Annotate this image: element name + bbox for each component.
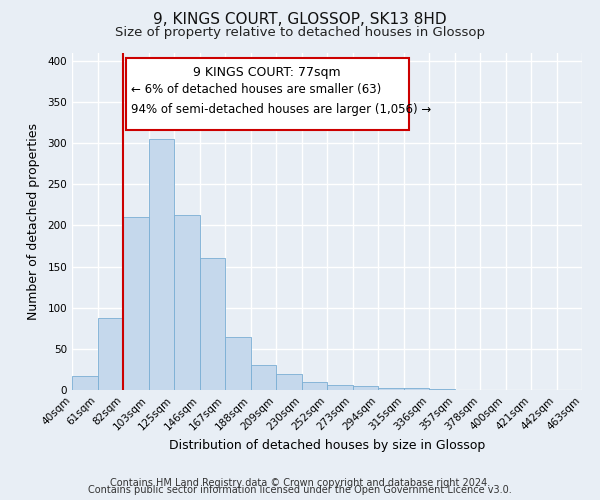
Bar xyxy=(429,389,455,390)
Bar xyxy=(97,318,123,390)
Bar xyxy=(378,388,404,390)
Text: Contains public sector information licensed under the Open Government Licence v3: Contains public sector information licen… xyxy=(88,485,512,495)
Text: 9 KINGS COURT: 77sqm: 9 KINGS COURT: 77sqm xyxy=(193,66,341,79)
Text: 9, KINGS COURT, GLOSSOP, SK13 8HD: 9, KINGS COURT, GLOSSOP, SK13 8HD xyxy=(153,12,447,28)
Text: 94% of semi-detached houses are larger (1,056) →: 94% of semi-detached houses are larger (… xyxy=(131,103,431,116)
Bar xyxy=(276,374,302,390)
Bar xyxy=(251,366,276,390)
Text: Size of property relative to detached houses in Glossop: Size of property relative to detached ho… xyxy=(115,26,485,39)
Bar xyxy=(72,376,97,390)
Text: Contains HM Land Registry data © Crown copyright and database right 2024.: Contains HM Land Registry data © Crown c… xyxy=(110,478,490,488)
X-axis label: Distribution of detached houses by size in Glossop: Distribution of detached houses by size … xyxy=(169,438,485,452)
Bar xyxy=(302,382,327,390)
Bar xyxy=(174,214,199,390)
FancyBboxPatch shape xyxy=(125,58,409,130)
Bar xyxy=(123,217,149,390)
Bar xyxy=(327,385,353,390)
Text: ← 6% of detached houses are smaller (63): ← 6% of detached houses are smaller (63) xyxy=(131,83,381,96)
Bar xyxy=(199,258,225,390)
Bar xyxy=(225,338,251,390)
Bar xyxy=(353,386,378,390)
Bar xyxy=(404,388,429,390)
Bar xyxy=(149,139,174,390)
Y-axis label: Number of detached properties: Number of detached properties xyxy=(28,122,40,320)
